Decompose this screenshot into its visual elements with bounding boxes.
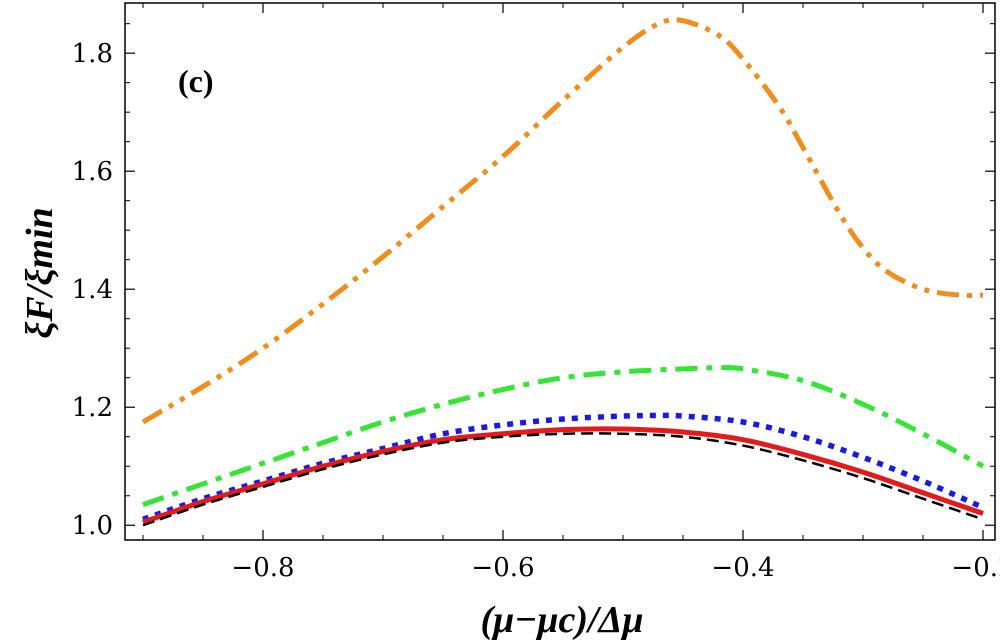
x-tick-label: −0.4 [711,553,774,583]
x-tick-label: −0.8 [231,553,294,583]
x-tick-label: −0.6 [471,553,534,583]
y-tick-label: 1.6 [72,157,113,187]
y-tick-label: 1.0 [72,511,113,541]
plot-frame [124,2,996,541]
y-axis-ticks: 1.0 1.2 1.4 1.6 1.8 [72,23,995,541]
x-axis-ticks: −0.8 −0.6 −0.4 −0.2 [142,3,1000,583]
panel-label: (c) [178,63,214,99]
y-tick-label: 1.4 [72,275,113,305]
series-line-black-dashed [142,432,984,527]
series-line-blue-dotted [142,412,985,522]
series-line-red-solid [142,426,984,525]
y-tick-label: 1.8 [72,39,113,69]
x-tick-label: −0.2 [951,553,1000,583]
y-tick-label: 1.2 [72,393,113,423]
x-axis-label: (μ−μc)/Δμ [481,599,644,640]
series-line-green-dash-dot [142,364,985,507]
series-layer [141,17,985,527]
y-axis-label: ξF/ξmin [19,207,61,338]
